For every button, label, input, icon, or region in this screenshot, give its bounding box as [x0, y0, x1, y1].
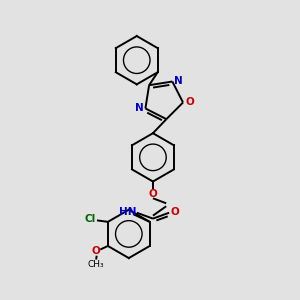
Text: N: N [174, 76, 183, 86]
Text: O: O [148, 189, 157, 199]
Text: O: O [92, 246, 100, 256]
Text: O: O [185, 98, 194, 107]
Text: Cl: Cl [84, 214, 95, 224]
Text: HN: HN [119, 206, 137, 217]
Text: N: N [135, 103, 144, 113]
Text: O: O [170, 206, 179, 217]
Text: CH₃: CH₃ [88, 260, 104, 269]
